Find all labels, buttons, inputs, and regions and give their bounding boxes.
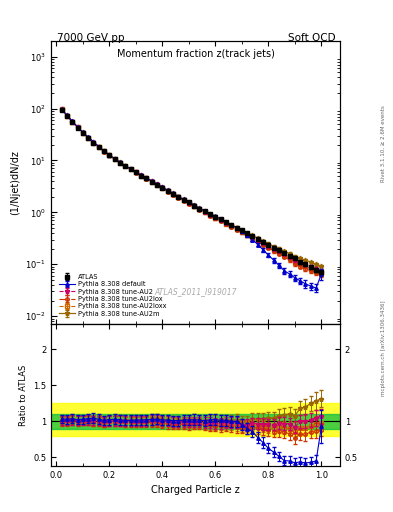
Text: Rivet 3.1.10, ≥ 2.6M events: Rivet 3.1.10, ≥ 2.6M events (381, 105, 386, 182)
Text: mcplots.cern.ch [arXiv:1306.3436]: mcplots.cern.ch [arXiv:1306.3436] (381, 301, 386, 396)
X-axis label: Charged Particle z: Charged Particle z (151, 485, 240, 495)
Y-axis label: (1/Njet)dN/dz: (1/Njet)dN/dz (10, 150, 20, 215)
Text: Soft QCD: Soft QCD (288, 33, 336, 44)
Legend: ATLAS, Pythia 8.308 default, Pythia 8.308 tune-AU2, Pythia 8.308 tune-AU2lox, Py: ATLAS, Pythia 8.308 default, Pythia 8.30… (57, 273, 168, 318)
Text: ATLAS_2011_I919017: ATLAS_2011_I919017 (154, 287, 237, 296)
Text: Momentum fraction z(track jets): Momentum fraction z(track jets) (117, 50, 274, 59)
Y-axis label: Ratio to ATLAS: Ratio to ATLAS (18, 365, 28, 425)
Text: 7000 GeV pp: 7000 GeV pp (57, 33, 125, 44)
